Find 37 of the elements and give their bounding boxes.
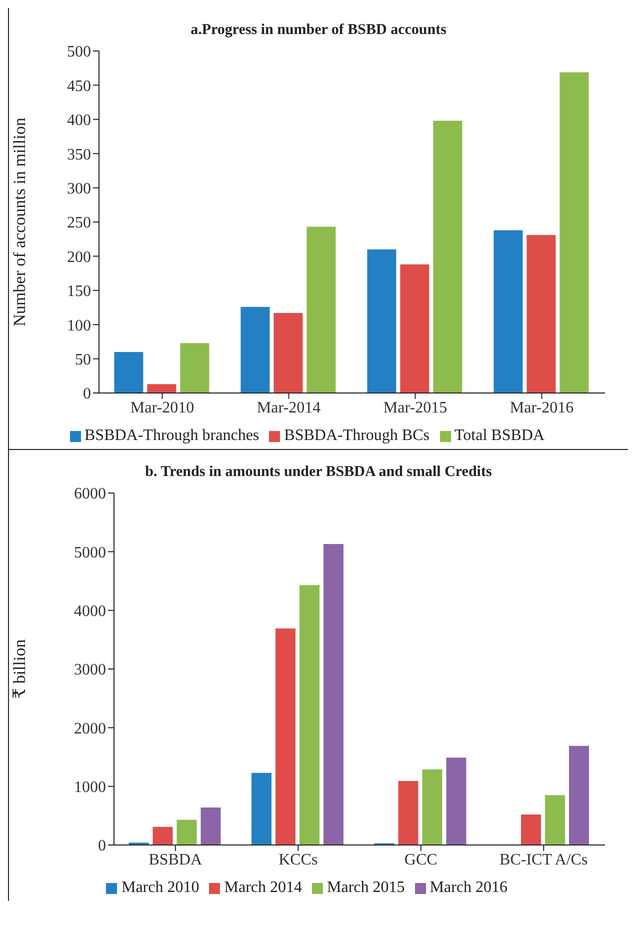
y-tick-label: 100 <box>67 317 91 334</box>
y-tick-label: 400 <box>67 112 91 130</box>
legend-label: BSBDA-Through BCs <box>284 427 430 444</box>
legend-label: March 2014 <box>224 879 302 896</box>
y-tick-label: 0 <box>98 838 106 855</box>
x-tick-label: Mar-2016 <box>510 399 574 416</box>
y-axis-title: ₹ billion <box>10 638 30 699</box>
legend-label: March 2015 <box>327 879 405 896</box>
legend-label: BSBDA-Through branches <box>84 427 260 444</box>
y-tick-label: 4000 <box>74 603 106 620</box>
y-tick-label: 500 <box>67 44 91 61</box>
y-tick-label: 450 <box>67 78 91 95</box>
y-tick-label: 2000 <box>74 720 106 738</box>
legend-label: March 2010 <box>121 879 200 896</box>
y-tick-label: 350 <box>67 146 91 164</box>
y-tick-label: 200 <box>67 248 91 266</box>
x-tick-label: Mar-2015 <box>383 399 448 416</box>
y-tick-label: 300 <box>67 180 91 198</box>
chart-title: a.Progress in number of BSBD accounts <box>190 22 448 39</box>
y-tick-label: 3000 <box>74 662 106 679</box>
x-tick-label: GCC <box>404 851 438 868</box>
y-tick-label: 250 <box>67 214 91 232</box>
chart-title: b. Trends in amounts under BSBDA and small Credits <box>144 464 493 481</box>
x-tick-label: KCCs <box>278 851 318 868</box>
y-tick-label: 150 <box>67 283 91 300</box>
x-tick-label: Mar-2010 <box>130 399 194 416</box>
x-tick-label: BC-ICT A/Cs <box>500 851 588 868</box>
y-tick-label: 5000 <box>74 544 106 562</box>
y-tick-label: 6000 <box>74 486 106 503</box>
y-tick-label: 0 <box>83 386 91 403</box>
legend-label: March 2016 <box>430 879 508 896</box>
y-tick-label: 50 <box>75 351 91 368</box>
legend-label: Total BSBDA <box>454 427 544 444</box>
x-tick-label: Mar-2014 <box>256 399 321 416</box>
x-tick-label: BSBDA <box>148 851 202 868</box>
y-axis-title: Number of accounts in million <box>10 117 30 326</box>
y-tick-label: 1000 <box>74 779 106 796</box>
